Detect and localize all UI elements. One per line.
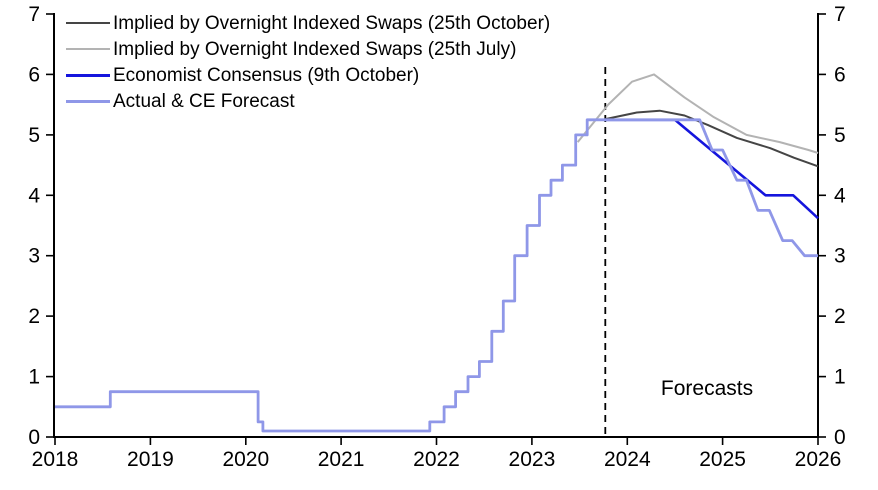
legend-item-ois-october: Implied by Overnight Indexed Swaps (25th…	[66, 10, 550, 36]
legend-label: Implied by Overnight Indexed Swaps (25th…	[113, 38, 517, 60]
svg-text:2026: 2026	[795, 448, 842, 471]
svg-text:5: 5	[28, 124, 40, 147]
svg-text:2024: 2024	[604, 448, 651, 471]
svg-text:3: 3	[834, 245, 846, 268]
svg-text:1: 1	[834, 366, 846, 389]
svg-text:7: 7	[834, 3, 846, 26]
legend-item-consensus: Economist Consensus (9th October)	[66, 62, 550, 88]
svg-text:1: 1	[28, 366, 40, 389]
svg-text:2019: 2019	[127, 448, 174, 471]
svg-text:2025: 2025	[699, 448, 746, 471]
svg-text:2022: 2022	[413, 448, 460, 471]
svg-text:6: 6	[834, 63, 846, 86]
svg-text:2018: 2018	[32, 448, 79, 471]
legend-label: Implied by Overnight Indexed Swaps (25th…	[113, 12, 551, 34]
svg-text:4: 4	[28, 184, 40, 207]
svg-text:2: 2	[834, 305, 846, 328]
forecasts-annotation: Forecasts	[660, 377, 754, 400]
svg-text:2: 2	[28, 305, 40, 328]
svg-text:7: 7	[28, 3, 40, 26]
ois-july-line-swatch	[66, 48, 110, 50]
svg-text:5: 5	[834, 124, 846, 147]
svg-text:2023: 2023	[509, 448, 556, 471]
consensus-line-swatch	[66, 73, 110, 77]
ois-october-line-swatch	[66, 22, 110, 24]
svg-text:0: 0	[834, 426, 846, 449]
actual-forecast-line-swatch	[66, 99, 110, 103]
svg-text:0: 0	[28, 426, 40, 449]
svg-text:4: 4	[834, 184, 846, 207]
legend-label: Actual & CE Forecast	[113, 90, 295, 112]
svg-text:2020: 2020	[222, 448, 269, 471]
chart-legend: Implied by Overnight Indexed Swaps (25th…	[66, 10, 550, 114]
legend-label: Economist Consensus (9th October)	[113, 64, 420, 86]
svg-text:2021: 2021	[318, 448, 365, 471]
legend-item-actual-forecast: Actual & CE Forecast	[66, 88, 550, 114]
svg-text:6: 6	[28, 63, 40, 86]
svg-text:3: 3	[28, 245, 40, 268]
legend-item-ois-july: Implied by Overnight Indexed Swaps (25th…	[66, 36, 550, 62]
